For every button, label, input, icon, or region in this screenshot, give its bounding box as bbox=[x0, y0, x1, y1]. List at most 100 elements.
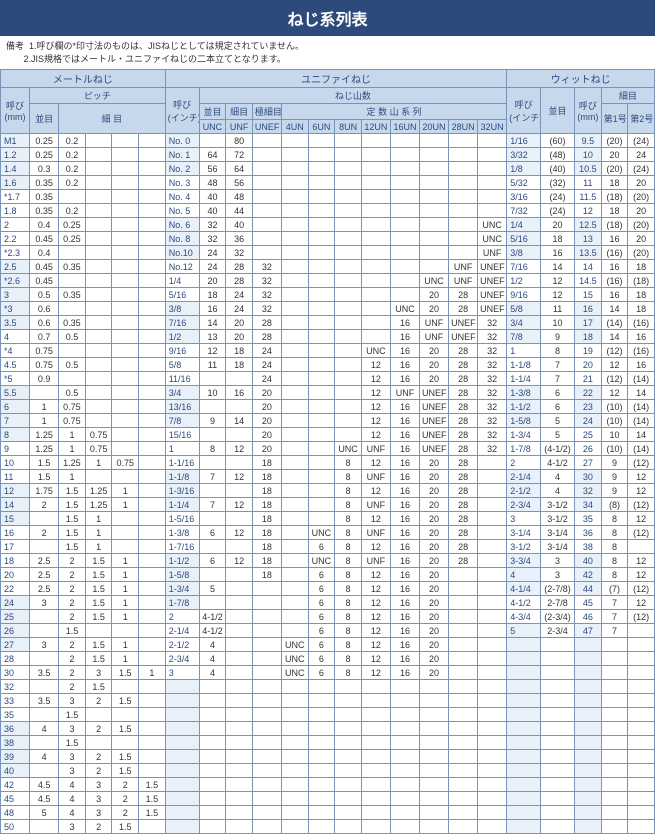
cell: 2 bbox=[59, 582, 86, 596]
cell: 3-1/4 bbox=[541, 540, 575, 554]
cell bbox=[478, 498, 507, 512]
cell bbox=[139, 596, 166, 610]
cell: 18 bbox=[628, 260, 655, 274]
cell: 28 bbox=[449, 512, 478, 526]
cell: 8 bbox=[335, 666, 362, 680]
cell bbox=[541, 694, 575, 708]
cell: (24) bbox=[628, 162, 655, 176]
cell: 2 bbox=[85, 694, 112, 708]
cell bbox=[478, 610, 507, 624]
cell bbox=[139, 708, 166, 722]
cell bbox=[30, 652, 59, 666]
cell bbox=[112, 302, 139, 316]
cell: 2-7/8 bbox=[541, 596, 575, 610]
cell: *2.3 bbox=[1, 246, 30, 260]
table-row: 610.7513/16201216UNEF28321-1/2623(10)(14… bbox=[1, 400, 655, 414]
cell: 12 bbox=[226, 442, 253, 456]
cell bbox=[85, 736, 112, 750]
cell: 32 bbox=[478, 428, 507, 442]
cell bbox=[139, 764, 166, 778]
cell: 7/16 bbox=[507, 260, 541, 274]
cell bbox=[308, 316, 335, 330]
cell bbox=[112, 176, 139, 190]
cell bbox=[335, 750, 362, 764]
cell: 12 bbox=[199, 344, 226, 358]
notes-block: 備考 1.呼び欄の*印寸法のものは、JISねじとしては規定されていません。 2.… bbox=[0, 36, 655, 69]
cell: 5/16 bbox=[507, 232, 541, 246]
hdr-4un: 4UN bbox=[281, 120, 308, 134]
cell bbox=[139, 428, 166, 442]
cell bbox=[85, 344, 112, 358]
cell: UNC bbox=[390, 302, 419, 316]
cell bbox=[507, 694, 541, 708]
table-row: 454.54321.5 bbox=[1, 792, 655, 806]
cell: 12 bbox=[361, 652, 390, 666]
cell bbox=[308, 204, 335, 218]
cell bbox=[541, 764, 575, 778]
cell bbox=[507, 820, 541, 834]
cell: 20 bbox=[601, 148, 628, 162]
cell bbox=[30, 820, 59, 834]
cell: 3 bbox=[85, 666, 112, 680]
cell: 20 bbox=[420, 540, 449, 554]
cell: 0.5 bbox=[59, 358, 86, 372]
cell: 32 bbox=[226, 246, 253, 260]
cell bbox=[361, 764, 390, 778]
cell bbox=[85, 624, 112, 638]
cell: 4 bbox=[30, 722, 59, 736]
cell: 2 bbox=[112, 792, 139, 806]
cell: 1 bbox=[85, 526, 112, 540]
cell: 8 bbox=[601, 512, 628, 526]
cell bbox=[628, 638, 655, 652]
cell: 0.5 bbox=[59, 386, 86, 400]
cell bbox=[139, 624, 166, 638]
cell: 7/8 bbox=[165, 414, 199, 428]
cell: 1/16 bbox=[507, 134, 541, 148]
cell bbox=[478, 694, 507, 708]
cell bbox=[478, 554, 507, 568]
cell: 2-1/2 bbox=[507, 484, 541, 498]
cell: 32 bbox=[478, 400, 507, 414]
cell bbox=[112, 708, 139, 722]
cell bbox=[226, 736, 253, 750]
cell bbox=[601, 694, 628, 708]
cell bbox=[361, 134, 390, 148]
cell bbox=[335, 288, 362, 302]
cell: 11 bbox=[575, 176, 602, 190]
cell bbox=[281, 736, 308, 750]
cell: (20) bbox=[601, 134, 628, 148]
cell bbox=[139, 176, 166, 190]
cell bbox=[308, 288, 335, 302]
cell: 16 bbox=[199, 302, 226, 316]
cell bbox=[507, 792, 541, 806]
cell bbox=[449, 162, 478, 176]
cell: 14.5 bbox=[575, 274, 602, 288]
cell: 18 bbox=[541, 232, 575, 246]
cell bbox=[390, 736, 419, 750]
cell: 18 bbox=[252, 540, 281, 554]
cell: 2 bbox=[507, 456, 541, 470]
cell bbox=[390, 260, 419, 274]
cell bbox=[628, 652, 655, 666]
cell: 27 bbox=[575, 456, 602, 470]
cell bbox=[226, 666, 253, 680]
cell bbox=[139, 736, 166, 750]
cell: 3 bbox=[1, 288, 30, 302]
cell bbox=[139, 204, 166, 218]
cell: 12 bbox=[628, 596, 655, 610]
table-row: *50.911/162412162028321-1/4721(12)(14) bbox=[1, 372, 655, 386]
cell: 0.6 bbox=[30, 316, 59, 330]
table-row: *40.759/16121824UNC162028321819(12)(16) bbox=[1, 344, 655, 358]
cell bbox=[575, 820, 602, 834]
cell: 16 bbox=[390, 414, 419, 428]
table-row: *1.70.35No. 440483/16(24)11.5(18)(20) bbox=[1, 190, 655, 204]
cell bbox=[420, 792, 449, 806]
cell bbox=[252, 610, 281, 624]
cell bbox=[139, 652, 166, 666]
cell: 2 bbox=[165, 610, 199, 624]
cell bbox=[449, 218, 478, 232]
cell bbox=[335, 358, 362, 372]
cell: No.10 bbox=[165, 246, 199, 260]
cell bbox=[575, 778, 602, 792]
cell bbox=[199, 134, 226, 148]
